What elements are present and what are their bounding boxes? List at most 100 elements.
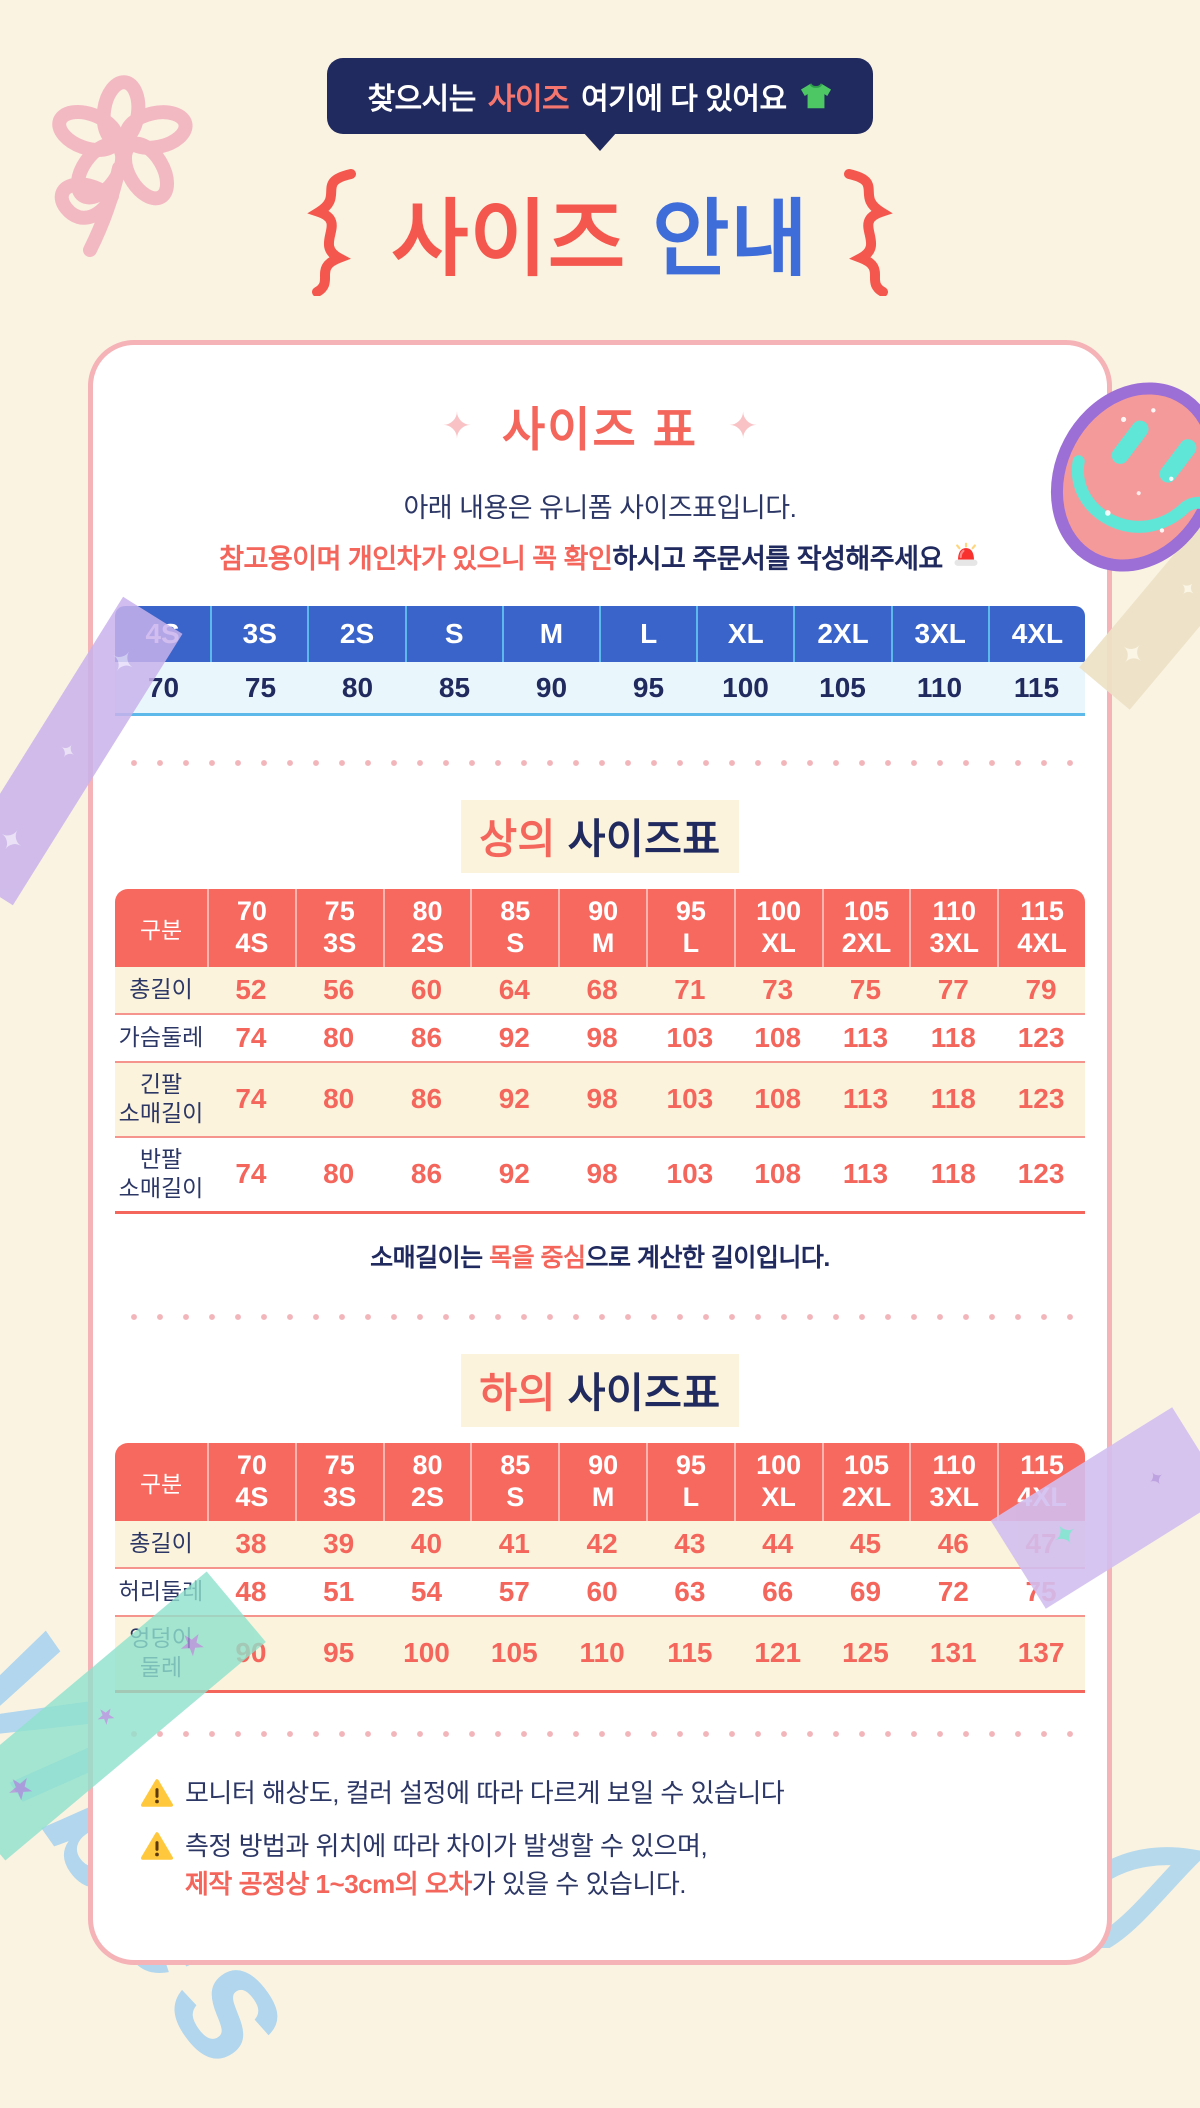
column-header: 110 3XL <box>909 889 997 967</box>
column-size: 2XL <box>841 1481 892 1512</box>
quick-table-values: 70 75 80 85 90 95 100 105 110 115 <box>115 662 1085 716</box>
row-label: 총길이 <box>129 1530 193 1557</box>
bottom-size-table: 구분 70 4S 75 3S 80 2S 85 S 90 M 95 L 100 XL 105 2XL 110 3XL… <box>115 1442 1085 1693</box>
column-header: 115 4XL <box>997 889 1085 967</box>
column-number: 100 <box>756 896 802 927</box>
quick-size-header: S <box>407 606 504 662</box>
cell-value: 60 <box>410 974 443 1005</box>
quick-size-value: 115 <box>1013 671 1060 703</box>
cell-value: 54 <box>410 1575 443 1607</box>
squiggle-left-doodle <box>307 169 357 296</box>
cell-value: 64 <box>498 974 530 1005</box>
cell-value: 57 <box>498 1575 530 1607</box>
quick-size-value: 85 <box>438 671 471 703</box>
column-header: 100 XL <box>733 1442 822 1521</box>
quick-size-header: 4XL <box>1011 618 1064 649</box>
cell-value: 123 <box>1017 1083 1065 1115</box>
star-icon: ✦ <box>1112 634 1154 675</box>
cell-value: 108 <box>754 1022 802 1053</box>
cell-value: 118 <box>930 1022 976 1053</box>
warning-line2-highlight: 제작 공정상 1~3cm의 오차 <box>185 1869 472 1899</box>
table-row: 총길이 52 56 60 64 68 71 73 75 77 79 <box>115 967 1085 1015</box>
warnings-section: 모니터 해상도, 컬러 설정에 따라 다르게 보일 수 있습니다 측정 방법과 … <box>141 1775 1085 1904</box>
column-header: 95 L <box>645 1442 734 1521</box>
column-number: 85 <box>500 896 531 927</box>
column-header: 95 L <box>645 889 734 967</box>
column-header: 90 M <box>558 889 646 967</box>
cell-value: 60 <box>586 1575 618 1607</box>
cell-value: 108 <box>754 1158 802 1190</box>
column-size: XL <box>761 928 796 958</box>
column-number: 70 <box>236 1449 267 1480</box>
star-icon: ✦ <box>1143 1465 1170 1493</box>
cell-value: 103 <box>666 1158 714 1190</box>
bottom-title-rest: 사이즈표 <box>555 1369 721 1416</box>
squiggle-right-doodle <box>843 169 893 296</box>
cell-value: 45 <box>849 1527 882 1559</box>
corner-label: 구분 <box>139 917 183 943</box>
table-row: 엉덩이 둘레 90 95 100 105 110 115 121 125 131 137 <box>115 1616 1085 1693</box>
cell-value: 118 <box>930 1158 976 1190</box>
star-icon: ✦ <box>0 820 33 860</box>
cell-value: 115 <box>667 1637 713 1669</box>
cell-value: 92 <box>498 1022 530 1053</box>
column-number: 95 <box>675 1449 706 1480</box>
column-size: 3S <box>323 1481 357 1512</box>
cell-value: 98 <box>586 1022 618 1053</box>
card-title-text: 사이즈 표 <box>501 403 699 456</box>
top-title-highlight: 상의 <box>479 816 556 862</box>
cell-value: 72 <box>937 1575 969 1607</box>
top-title-rest: 사이즈표 <box>555 816 721 862</box>
cell-value: 75 <box>1025 1575 1057 1607</box>
cell-value: 86 <box>410 1022 443 1053</box>
column-number: 85 <box>500 1449 531 1480</box>
column-size: XL <box>761 1481 796 1512</box>
page-title-highlight: 사이즈 <box>391 191 627 286</box>
column-header: 75 3S <box>294 889 383 967</box>
column-size: L <box>682 928 700 958</box>
column-size: 2S <box>410 1481 444 1512</box>
column-header: 100 XL <box>733 889 822 967</box>
bottom-section-title: 하의 사이즈표 <box>115 1353 1085 1427</box>
column-size: L <box>682 1481 700 1512</box>
badge-pointer <box>583 132 617 151</box>
cell-value: 86 <box>410 1158 443 1190</box>
quick-size-value: 105 <box>819 671 866 703</box>
column-number: 115 <box>1020 1449 1064 1480</box>
cell-value: 137 <box>1017 1637 1065 1669</box>
column-number: 95 <box>675 896 706 927</box>
cell-value: 113 <box>842 1022 889 1053</box>
quick-size-value: 80 <box>341 671 374 703</box>
column-header: 80 2S <box>382 889 471 967</box>
cell-value: 92 <box>498 1158 530 1190</box>
cell-value: 103 <box>666 1022 714 1053</box>
cell-value: 98 <box>586 1158 618 1190</box>
quick-size-header: M <box>504 606 602 662</box>
cell-value: 51 <box>323 1575 355 1607</box>
warning-item: 모니터 해상도, 컬러 설정에 따라 다르게 보일 수 있습니다 <box>141 1775 1085 1813</box>
cell-value: 86 <box>410 1083 443 1115</box>
cell-value: 42 <box>586 1527 618 1559</box>
cell-value: 74 <box>235 1158 267 1190</box>
column-size: S <box>506 928 525 958</box>
column-number: 75 <box>324 896 355 927</box>
column-number: 110 <box>932 1449 977 1480</box>
cell-value: 68 <box>586 974 618 1005</box>
cell-value: 77 <box>937 974 969 1005</box>
cell-value: 80 <box>323 1022 355 1053</box>
quick-size-value: 95 <box>632 671 665 703</box>
badge-text-pre: 찾으시는 <box>367 83 476 116</box>
top-section-title: 상의 사이즈표 <box>115 800 1085 873</box>
cell-value: 39 <box>323 1527 355 1559</box>
star-icon: ✦ <box>1174 575 1200 603</box>
column-size: 3S <box>323 928 357 958</box>
sparkle-icon: ✦ <box>441 404 472 446</box>
column-size: 4S <box>235 1481 269 1512</box>
sleeve-note: 소매길이는 목을 중심으로 계산한 길이입니다. <box>115 1238 1085 1274</box>
quick-size-header: 3S <box>212 606 310 662</box>
cell-value: 79 <box>1025 974 1057 1005</box>
column-header: 115 4XL <box>997 1442 1085 1521</box>
cell-value: 100 <box>403 1637 450 1669</box>
dotted-divider <box>121 760 1079 766</box>
quick-size-header: 2S <box>309 606 407 662</box>
